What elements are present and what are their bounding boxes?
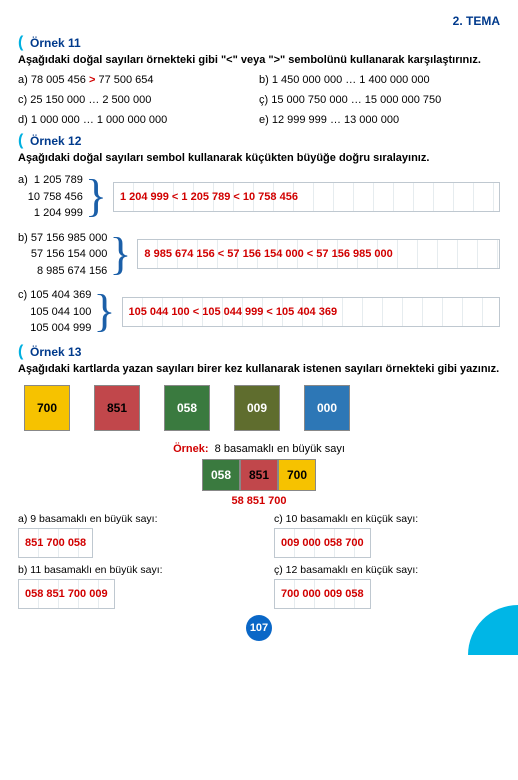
card-009: 009 — [234, 385, 280, 431]
brace-icon: } — [109, 236, 131, 273]
answer-box-c: 105 044 100 < 105 044 999 < 105 404 369 — [122, 297, 501, 327]
ornek13-instruction: Aşağıdaki kartlarda yazan sayıları birer… — [18, 363, 500, 375]
o11-e: e) 12 999 999 … 13 000 000 — [259, 114, 500, 126]
qb-label: b) 11 basamaklı en büyük sayı: — [18, 564, 244, 576]
mini-result: 58 851 700 — [18, 495, 500, 507]
qa-box: 851 700 058 — [18, 528, 93, 558]
o12-group-a: a) 1 205 789 10 758 456 1 204 999 } 1 20… — [18, 172, 500, 222]
o11-c: c) 25 150 000 … 2 500 000 — [18, 94, 259, 106]
o12-group-b: b) 57 156 985 000 57 156 154 000 8 985 6… — [18, 230, 500, 280]
mini-cards: 058 851 700 — [18, 459, 500, 491]
answer-box-a: 1 204 999 < 1 205 789 < 10 758 456 — [113, 182, 500, 212]
qd-label: ç) 12 basamaklı en küçük sayı: — [274, 564, 500, 576]
card-058: 058 — [164, 385, 210, 431]
corner-decor — [468, 605, 518, 655]
ornek11-instruction: Aşağıdaki doğal sayıları örnekteki gibi … — [18, 54, 500, 66]
ornek13-title: Örnek 13 — [18, 345, 500, 359]
o11-a: a) 78 005 456 > 77 500 654 — [18, 74, 259, 86]
card-851: 851 — [94, 385, 140, 431]
answer-box-b: 8 985 674 156 < 57 156 154 000 < 57 156 … — [137, 239, 500, 269]
example-line: Örnek: 8 basamaklı en büyük sayı — [18, 443, 500, 455]
o11-q: ç) 15 000 750 000 … 15 000 000 750 — [259, 94, 500, 106]
qa-label: a) 9 basamaklı en büyük sayı: — [18, 513, 244, 525]
tema-header: 2. TEMA — [18, 14, 500, 28]
brace-icon: } — [93, 293, 115, 330]
cards-row: 700 851 058 009 000 — [18, 385, 500, 431]
qc-label: c) 10 basamaklı en küçük sayı: — [274, 513, 500, 525]
o11-d: d) 1 000 000 … 1 000 000 000 — [18, 114, 259, 126]
card-700: 700 — [24, 385, 70, 431]
ornek12-title: Örnek 12 — [18, 134, 500, 148]
brace-icon: } — [85, 178, 107, 215]
ornek11-title: Örnek 11 — [18, 36, 500, 50]
qc-box: 009 000 058 700 — [274, 528, 371, 558]
card-000: 000 — [304, 385, 350, 431]
ornek12-instruction: Aşağıdaki doğal sayıları sembol kullanar… — [18, 152, 500, 164]
qb-box: 058 851 700 009 — [18, 579, 115, 609]
page-number: 107 — [246, 615, 272, 641]
qd-box: 700 000 009 058 — [274, 579, 371, 609]
o11-b: b) 1 450 000 000 … 1 400 000 000 — [259, 74, 500, 86]
o12-group-c: c) 105 404 369 105 044 100 105 004 999 }… — [18, 287, 500, 337]
